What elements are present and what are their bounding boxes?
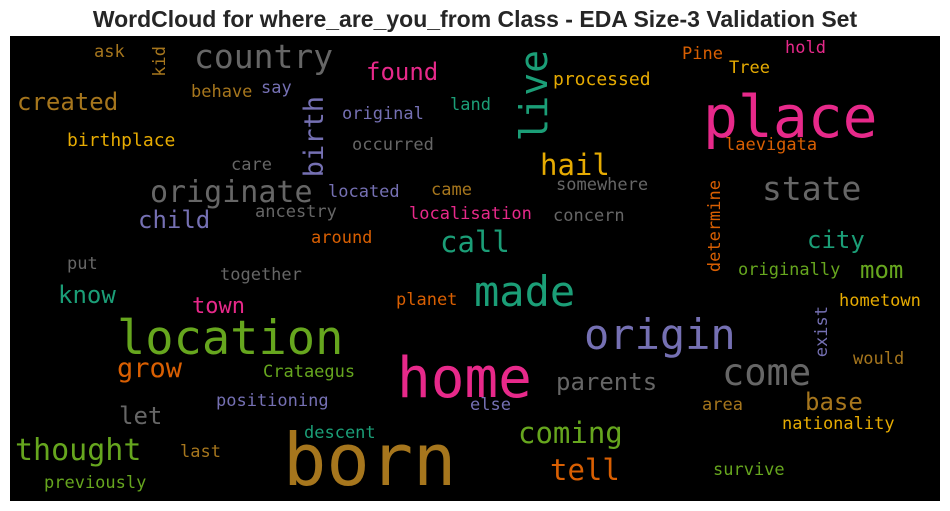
- word-birthplace: birthplace: [67, 130, 176, 151]
- word-together: together: [220, 265, 302, 285]
- word-hail: hail: [540, 148, 610, 182]
- word-coming: coming: [518, 416, 623, 450]
- word-say: say: [261, 78, 292, 98]
- word-pine: Pine: [682, 44, 723, 64]
- word-crataegus: Crataegus: [263, 362, 356, 382]
- word-somewhere: somewhere: [556, 175, 649, 195]
- word-nationality: nationality: [782, 414, 895, 434]
- word-care: care: [231, 155, 272, 175]
- word-location: location: [117, 311, 344, 366]
- word-concern: concern: [553, 206, 625, 226]
- word-behave: behave: [191, 82, 253, 102]
- word-area: area: [702, 395, 743, 415]
- word-located: located: [328, 182, 400, 202]
- word-localisation: localisation: [409, 204, 532, 224]
- word-country: country: [194, 37, 334, 76]
- word-born: born: [283, 418, 457, 501]
- word-last: last: [180, 442, 221, 462]
- word-come: come: [722, 351, 812, 394]
- word-planet: planet: [396, 290, 458, 310]
- word-ancestry: ancestry: [255, 202, 337, 222]
- word-parents: parents: [556, 368, 658, 396]
- word-put: put: [67, 254, 98, 274]
- word-let: let: [119, 402, 163, 430]
- word-live: live: [512, 50, 556, 142]
- word-hometown: hometown: [839, 291, 921, 311]
- word-determine: determine: [705, 180, 725, 273]
- word-mom: mom: [860, 256, 904, 284]
- word-call: call: [440, 225, 510, 259]
- word-else: else: [470, 395, 511, 415]
- word-previously: previously: [44, 473, 147, 493]
- word-base: base: [805, 388, 863, 416]
- word-tell: tell: [550, 453, 620, 487]
- chart-title: WordCloud for where_are_you_from Class -…: [92, 6, 858, 32]
- word-child: child: [138, 206, 211, 234]
- word-town: town: [192, 294, 245, 319]
- word-around: around: [311, 228, 373, 248]
- word-created: created: [17, 88, 119, 116]
- word-descent: descent: [304, 423, 376, 443]
- word-kid: kid: [150, 46, 170, 77]
- word-positioning: positioning: [216, 391, 329, 411]
- word-survive: survive: [713, 460, 785, 480]
- word-processed: processed: [553, 69, 651, 90]
- word-exist: exist: [812, 306, 832, 358]
- word-made: made: [474, 267, 576, 316]
- word-occurred: occurred: [352, 135, 434, 155]
- word-came: came: [431, 180, 472, 200]
- word-original: original: [342, 104, 424, 124]
- word-origin: origin: [584, 310, 736, 359]
- word-state: state: [762, 169, 862, 208]
- word-home: home: [397, 346, 532, 411]
- word-laevigata: laevigata: [725, 135, 818, 155]
- word-grow: grow: [117, 353, 183, 384]
- word-hold: hold: [785, 38, 826, 58]
- word-originate: originate: [150, 175, 313, 210]
- word-tree: Tree: [729, 58, 770, 78]
- word-birth: birth: [299, 96, 330, 178]
- word-city: city: [807, 226, 865, 254]
- word-found: found: [366, 58, 439, 86]
- word-know: know: [58, 281, 116, 309]
- word-land: land: [450, 95, 491, 115]
- word-ask: ask: [94, 42, 125, 62]
- word-place: place: [703, 83, 878, 151]
- word-thought: thought: [15, 433, 142, 468]
- word-would: would: [853, 349, 905, 369]
- word-originally: originally: [738, 260, 841, 280]
- wordcloud-canvas: born home place location origin made live come c…: [10, 36, 940, 501]
